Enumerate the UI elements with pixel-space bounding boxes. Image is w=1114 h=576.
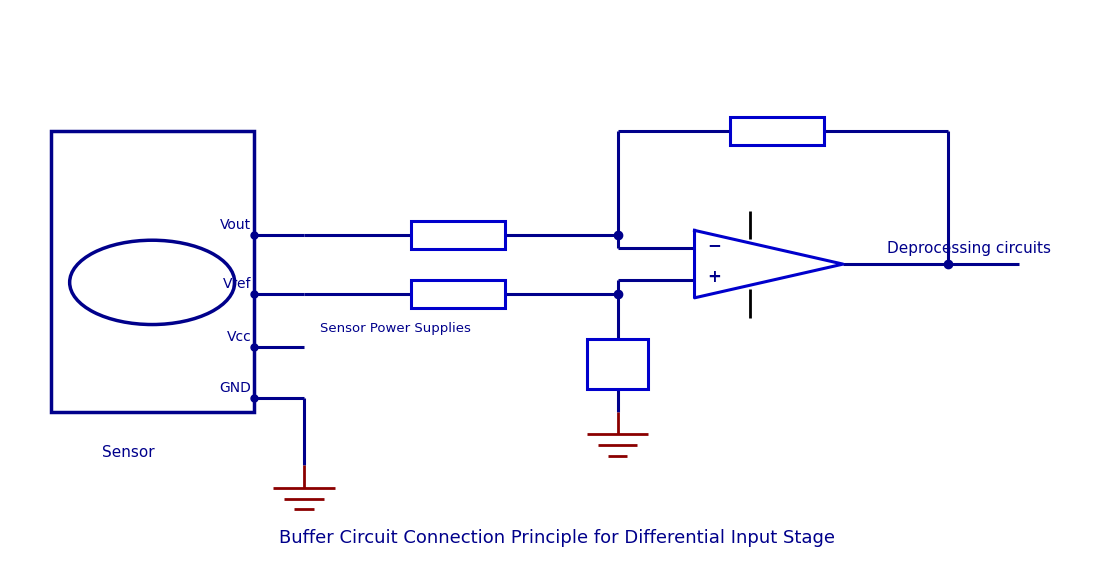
Bar xyxy=(411,221,505,249)
Bar xyxy=(731,116,823,145)
Text: Sensor Power Supplies: Sensor Power Supplies xyxy=(321,322,471,335)
Text: Vcc: Vcc xyxy=(226,330,251,344)
Text: Buffer Circuit Connection Principle for Differential Input Stage: Buffer Circuit Connection Principle for … xyxy=(278,529,836,547)
Text: Sensor: Sensor xyxy=(101,445,154,460)
Text: Deprocessing circuits: Deprocessing circuits xyxy=(887,241,1051,256)
Text: +: + xyxy=(707,268,722,286)
Bar xyxy=(411,279,505,308)
Circle shape xyxy=(70,240,235,324)
Bar xyxy=(51,131,254,412)
Text: Vout: Vout xyxy=(221,218,251,232)
Text: Vref: Vref xyxy=(223,277,251,291)
Text: GND: GND xyxy=(219,381,251,395)
Text: −: − xyxy=(707,236,722,254)
Bar xyxy=(587,339,647,389)
